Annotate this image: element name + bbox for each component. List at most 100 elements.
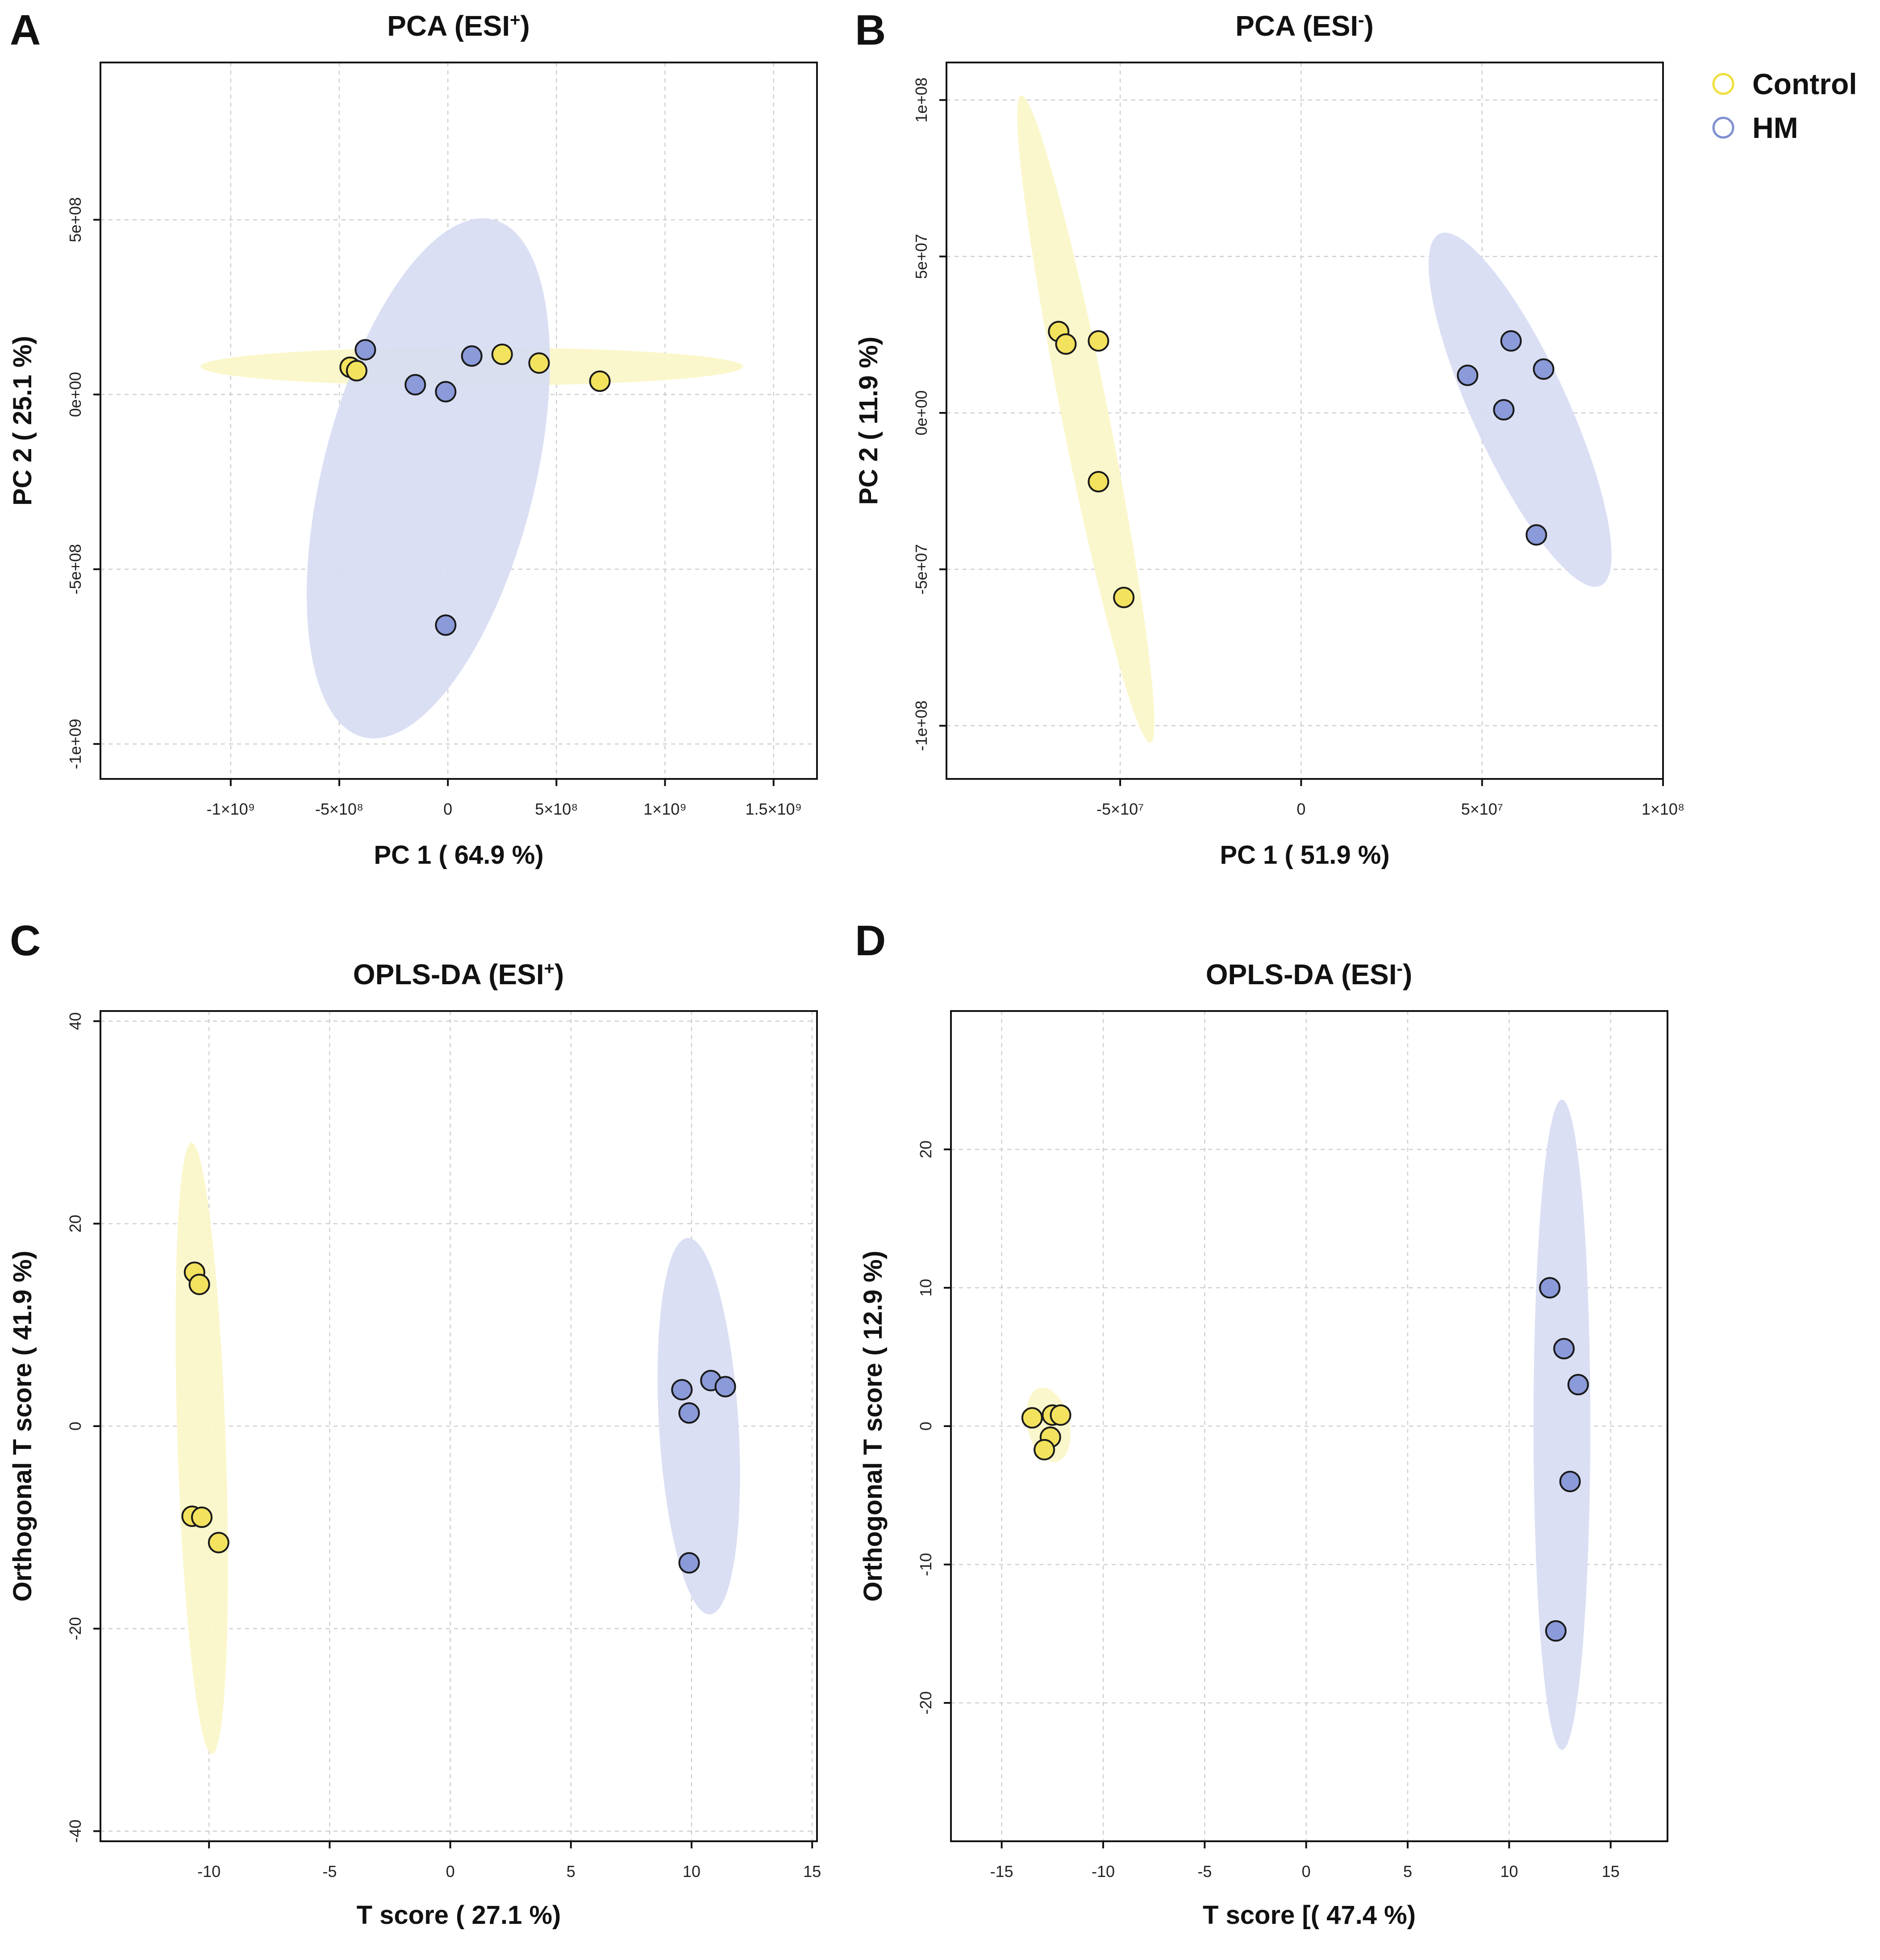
x-tick-label: 5 <box>567 1862 575 1881</box>
y-tick-label: 0e+00 <box>912 390 930 435</box>
point-control <box>1034 1439 1055 1461</box>
chart-title: PCA (ESI+) <box>387 10 530 42</box>
x-tick-label: 5×10⁷ <box>1461 800 1503 818</box>
point-control <box>346 360 367 382</box>
x-tick-label: -15 <box>990 1862 1013 1881</box>
y-tick-label: 1e+08 <box>912 78 930 123</box>
y-tick-label: -40 <box>66 1819 84 1843</box>
x-axis-label: PC 1 ( 64.9 %) <box>374 841 543 870</box>
x-tick-label: 1×10⁹ <box>643 800 687 818</box>
ellipse-layer <box>200 218 743 739</box>
y-tick-label: 20 <box>66 1215 84 1232</box>
x-tick-label: 15 <box>803 1862 821 1881</box>
point-hm <box>1545 1620 1567 1642</box>
y-tick-label: 5e+08 <box>66 197 84 242</box>
panel-a: -1×10⁹ -5×10⁸ 0 5×10⁸ 1×10⁹ 1.5×10⁹ -1e+09 -5e+… <box>8 6 818 870</box>
legend-hm-marker <box>1712 117 1734 139</box>
panel-c: -10 -5 0 5 10 15 -40 -20 0 20 40 T score ( 27.1 %) O… <box>8 917 821 1930</box>
point-hm <box>435 614 457 636</box>
x-tick-label: 1×10⁸ <box>1642 800 1684 818</box>
point-hm <box>1500 330 1522 352</box>
legend-hm-label: HM <box>1752 111 1798 144</box>
chart-title: OPLS-DA (ESI-) <box>1206 958 1413 990</box>
point-control <box>188 1273 210 1295</box>
title-close: ) <box>1364 10 1374 42</box>
x-tick-label: 15 <box>1602 1862 1620 1881</box>
point-hm <box>404 374 426 395</box>
point-hm <box>671 1379 693 1401</box>
x-tick-label: 10 <box>683 1862 700 1881</box>
title-close: ) <box>554 958 564 990</box>
title-text: PCA (ESI <box>387 10 510 42</box>
y-tick-label: 0 <box>66 1422 84 1431</box>
y-tick-label: -5e+07 <box>912 544 930 595</box>
y-axis-label: PC 2 ( 25.1 %) <box>8 336 37 505</box>
y-tick-label: 20 <box>917 1140 935 1158</box>
point-hm <box>678 1402 700 1424</box>
y-tick-label: 40 <box>66 1012 84 1030</box>
y-tick-label: -1e+09 <box>66 719 84 769</box>
point-hm <box>1533 358 1555 380</box>
ellipse-control <box>175 1142 228 1754</box>
title-text: OPLS-DA (ESI <box>353 958 544 990</box>
point-hm <box>1559 1471 1581 1492</box>
y-tick-label: -1e+08 <box>912 700 930 751</box>
point-hm <box>1526 524 1547 546</box>
y-tick-label: -10 <box>917 1553 935 1576</box>
point-hm <box>1457 364 1479 386</box>
chart-title: PCA (ESI-) <box>1235 10 1374 42</box>
y-tick-label: 10 <box>917 1279 935 1297</box>
ellipse-layer <box>1017 95 1612 743</box>
x-axis-label: T score ( 27.1 %) <box>357 1901 561 1930</box>
legend-control-label: Control <box>1752 67 1857 100</box>
x-tick-label: 10 <box>1500 1862 1518 1881</box>
ellipse-layer <box>1026 1099 1591 1750</box>
point-hm <box>1567 1374 1589 1395</box>
y-tick-label: 5e+07 <box>912 234 930 279</box>
ellipse-hm <box>307 218 550 739</box>
point-control <box>1088 471 1109 493</box>
x-tick-label: -1×10⁹ <box>207 800 255 818</box>
ellipse-control <box>1017 95 1155 743</box>
point-control <box>208 1531 229 1553</box>
legend-control-marker <box>1712 73 1734 95</box>
x-tick-label: -5 <box>322 1862 337 1881</box>
point-control <box>1050 1404 1071 1426</box>
point-hm <box>678 1552 700 1574</box>
point-control <box>1021 1407 1043 1429</box>
legend: Control HM <box>1712 67 1857 144</box>
y-tick-label: -5e+08 <box>66 544 84 595</box>
y-axis-label: Orthogonal T score ( 12.9 %) <box>859 1251 888 1602</box>
x-tick-label: -5×10⁷ <box>1096 800 1144 818</box>
point-hm <box>1539 1277 1561 1298</box>
y-tick-label: -20 <box>917 1691 935 1714</box>
x-axis-label: PC 1 ( 51.9 %) <box>1220 841 1389 870</box>
panel-d: -15 -10 -5 0 5 10 15 -20 -10 0 10 20 T score [( 47.4… <box>855 917 1668 1930</box>
x-tick-label: 1.5×10⁹ <box>745 800 802 818</box>
title-superscript: + <box>510 10 520 30</box>
y-tick-label: -20 <box>66 1617 84 1640</box>
title-superscript: - <box>1358 10 1364 30</box>
title-text: OPLS-DA (ESI <box>1206 958 1397 990</box>
ellipse-hm <box>1428 233 1612 587</box>
point-control <box>1088 330 1109 352</box>
x-tick-label: 5 <box>1403 1862 1412 1881</box>
panel-b: -5×10⁷ 0 5×10⁷ 1×10⁸ -1e+08 -5e+07 0e+00 5e+07 1… <box>854 6 1684 870</box>
title-close: ) <box>1403 958 1412 990</box>
point-hm <box>461 345 483 367</box>
point-control <box>491 343 513 365</box>
plot-frame <box>946 62 1664 780</box>
x-tick-label: -5×10⁸ <box>315 800 363 818</box>
panel-letter: D <box>855 917 886 965</box>
point-control <box>191 1506 213 1528</box>
title-close: ) <box>521 10 530 42</box>
chart-title: OPLS-DA (ESI+) <box>353 958 564 990</box>
x-tick-label: -5 <box>1197 1862 1212 1881</box>
x-axis-label: T score [( 47.4 %) <box>1203 1901 1416 1930</box>
x-tick-label: 0 <box>443 800 452 818</box>
y-tick-label: 0e+00 <box>66 372 84 417</box>
point-control <box>1055 333 1077 355</box>
point-control <box>1113 587 1135 608</box>
point-control <box>589 370 611 392</box>
